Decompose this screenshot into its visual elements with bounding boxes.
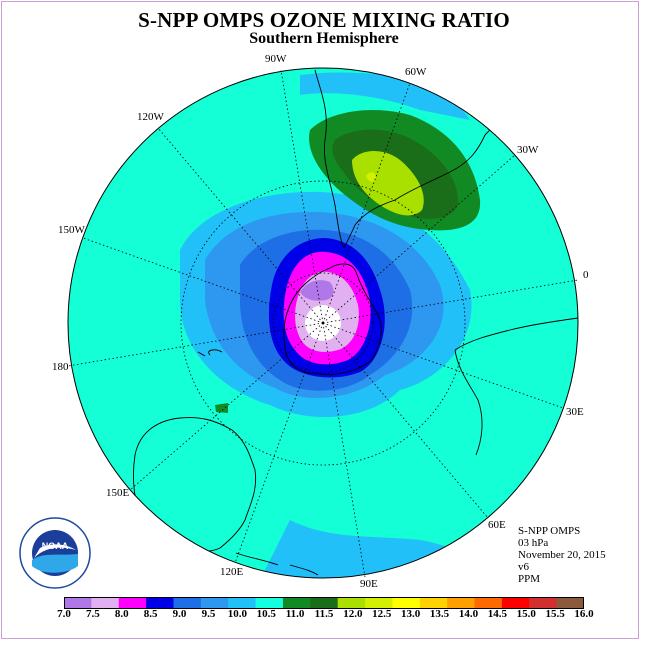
colorbar-tick-label: 9.0 bbox=[172, 608, 187, 620]
noaa-logo-text: NOAA bbox=[42, 541, 69, 551]
colorbar-tick-label: 15.5 bbox=[545, 608, 565, 620]
lon-label: 60E bbox=[488, 519, 506, 531]
lon-label: 0 bbox=[583, 269, 589, 281]
colorbar-tick-label: 12.0 bbox=[343, 608, 363, 620]
colorbar-swatch bbox=[447, 597, 476, 609]
indonesia-coast bbox=[235, 552, 319, 576]
colorbar bbox=[64, 597, 584, 609]
info-level: 03 hPa bbox=[518, 537, 549, 549]
map-subtitle: Southern Hemisphere bbox=[249, 30, 399, 47]
colorbar-border bbox=[64, 597, 584, 609]
colorbar-tick-label: 7.0 bbox=[57, 608, 71, 620]
meridian-150W bbox=[82, 237, 324, 324]
colorbar-tick-label: 12.5 bbox=[372, 608, 392, 620]
colorbar-swatch bbox=[419, 597, 448, 609]
colorbar-swatch bbox=[556, 597, 584, 609]
longitude-labels: 90W 60W 30W 0 30E 60E 90E 120E 150E 180 … bbox=[52, 53, 589, 590]
figure-frame bbox=[1, 1, 639, 639]
colorbar-tick-label: 13.0 bbox=[401, 608, 421, 620]
colorbar-swatch bbox=[392, 597, 421, 609]
colorbar-tick-label: 13.5 bbox=[429, 608, 450, 620]
lat-circle-80 bbox=[272, 272, 374, 374]
meridian-60W bbox=[322, 82, 411, 324]
colorbar-swatch bbox=[228, 597, 257, 609]
lon-label: 30W bbox=[517, 144, 539, 156]
meridian-180 bbox=[67, 322, 324, 367]
colorbar-swatch bbox=[501, 597, 530, 609]
meridian-150E bbox=[129, 322, 324, 491]
colorbar-swatch bbox=[337, 597, 366, 609]
graticule bbox=[67, 69, 579, 578]
colorbar-tick-label: 10.0 bbox=[227, 608, 247, 620]
lon-label: 90E bbox=[360, 578, 378, 590]
noaa-logo: NOAA bbox=[19, 517, 91, 589]
info-block: S-NPP OMPS 03 hPa November 20, 2015 v6 P… bbox=[518, 525, 606, 585]
colorbar-swatch bbox=[173, 597, 202, 609]
lon-label: 60W bbox=[405, 66, 427, 78]
lon-label: 120W bbox=[137, 111, 165, 123]
lon-label: 180 bbox=[52, 361, 69, 373]
info-units: PPM bbox=[518, 573, 541, 585]
africa-coast bbox=[454, 317, 578, 456]
colorbar-swatch bbox=[282, 597, 311, 609]
info-date: November 20, 2015 bbox=[518, 549, 606, 561]
colorbar-tick-label: 15.0 bbox=[516, 608, 536, 620]
colorbar-tick-label: 9.5 bbox=[201, 608, 216, 620]
lon-label: 150E bbox=[106, 487, 130, 499]
colorbar-tick-label: 10.5 bbox=[256, 608, 276, 620]
ozone-field bbox=[68, 68, 578, 578]
colorbar-tick-label: 14.5 bbox=[487, 608, 507, 620]
band-7.0 bbox=[300, 280, 334, 301]
colorbar-swatch bbox=[474, 597, 503, 609]
colorbar-swatch bbox=[200, 597, 229, 609]
lon-label: 150W bbox=[58, 224, 86, 236]
meridian-30W bbox=[322, 154, 516, 324]
band-12.0 bbox=[352, 151, 424, 216]
colorbar-swatch bbox=[365, 597, 393, 609]
lon-label: 120E bbox=[220, 566, 244, 578]
nz-coast bbox=[197, 349, 223, 357]
colorbar-swatch bbox=[529, 597, 558, 609]
map-border bbox=[67, 67, 579, 579]
coastlines bbox=[132, 69, 578, 576]
colorbar-swatch bbox=[146, 597, 174, 609]
meridian-120E bbox=[234, 322, 324, 564]
colorbar-swatch bbox=[64, 597, 92, 609]
colorbar-tick-label: 11.0 bbox=[285, 608, 305, 620]
colorbar-tick-label: 11.5 bbox=[314, 608, 334, 620]
lon-label: 30E bbox=[566, 406, 584, 418]
band-10.0-south bbox=[250, 520, 510, 578]
colorbar-swatch bbox=[255, 597, 284, 609]
colorbar-swatch bbox=[91, 597, 120, 609]
colorbar-tick-label: 14.0 bbox=[458, 608, 479, 620]
info-instrument: S-NPP OMPS bbox=[518, 525, 581, 537]
map-title: S-NPP OMPS OZONE MIXING RATIO bbox=[138, 8, 510, 32]
lon-label: 90W bbox=[265, 53, 287, 65]
info-version: v6 bbox=[518, 561, 529, 573]
meridian-90W bbox=[280, 69, 324, 324]
lat-circle-60 bbox=[180, 180, 466, 466]
meridian-60E bbox=[322, 322, 489, 519]
colorbar-swatch bbox=[310, 597, 339, 609]
meridian-30E bbox=[322, 322, 564, 409]
south-america-coast bbox=[314, 69, 506, 249]
colorbar-tick-label: 8.0 bbox=[114, 608, 129, 620]
colorbar-tick-label: 16.0 bbox=[574, 608, 594, 620]
band-11.0-patch bbox=[215, 403, 228, 413]
antarctica-coast bbox=[283, 263, 382, 375]
meridian-90E bbox=[322, 322, 366, 578]
colorbar-swatch bbox=[118, 597, 147, 609]
meridian-120W bbox=[157, 127, 324, 324]
colorbar-tick-label: 8.5 bbox=[143, 608, 158, 620]
band-12.5 bbox=[366, 172, 376, 182]
colorbar-tick-label: 7.5 bbox=[86, 608, 100, 620]
meridian-0 bbox=[322, 279, 579, 324]
